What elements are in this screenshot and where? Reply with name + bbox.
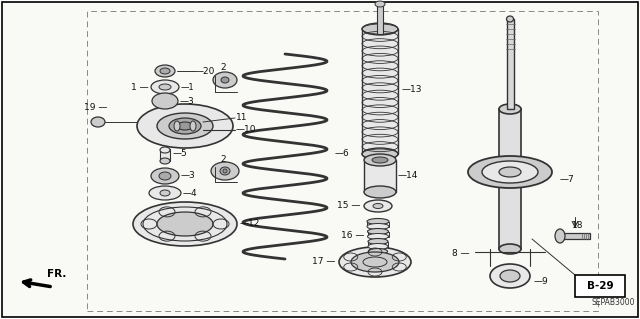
- Ellipse shape: [506, 16, 513, 22]
- Text: —12: —12: [240, 219, 260, 228]
- Ellipse shape: [152, 93, 178, 109]
- Text: —14: —14: [398, 172, 419, 181]
- Ellipse shape: [499, 167, 521, 177]
- Ellipse shape: [372, 157, 388, 163]
- Bar: [362, 29, 398, 154]
- Text: —4: —4: [183, 189, 198, 197]
- Ellipse shape: [368, 243, 388, 249]
- Text: —5: —5: [173, 150, 188, 159]
- Text: 8 —: 8 —: [452, 249, 470, 258]
- Text: 15 —: 15 —: [337, 202, 360, 211]
- Text: —10: —10: [236, 125, 257, 135]
- Text: 19 —: 19 —: [84, 103, 108, 113]
- Ellipse shape: [364, 200, 392, 212]
- Ellipse shape: [151, 168, 179, 184]
- Bar: [575, 275, 625, 297]
- Ellipse shape: [369, 258, 387, 264]
- Ellipse shape: [159, 172, 171, 180]
- Bar: [160, 149, 170, 161]
- Text: 16 —: 16 —: [340, 232, 364, 241]
- Ellipse shape: [149, 186, 181, 200]
- Ellipse shape: [220, 167, 230, 175]
- Ellipse shape: [177, 122, 193, 130]
- Ellipse shape: [157, 113, 213, 139]
- Text: FR.: FR.: [47, 269, 67, 279]
- Bar: [377, 4, 383, 34]
- Bar: [560, 233, 590, 239]
- Ellipse shape: [367, 234, 388, 240]
- Text: —20: —20: [195, 66, 216, 76]
- Text: 18: 18: [572, 220, 584, 229]
- Ellipse shape: [339, 247, 411, 277]
- Ellipse shape: [500, 270, 520, 282]
- Ellipse shape: [221, 77, 229, 83]
- Ellipse shape: [159, 84, 171, 90]
- Bar: [499, 109, 521, 249]
- Ellipse shape: [367, 219, 389, 225]
- Ellipse shape: [367, 224, 389, 229]
- Ellipse shape: [482, 161, 538, 183]
- Ellipse shape: [368, 239, 388, 244]
- Text: —6: —6: [335, 150, 349, 159]
- Text: —13: —13: [402, 85, 422, 93]
- Bar: [87, 11, 598, 311]
- Text: 11: 11: [236, 114, 248, 122]
- Text: 2: 2: [220, 63, 226, 72]
- Ellipse shape: [160, 68, 170, 74]
- Ellipse shape: [362, 23, 398, 35]
- Ellipse shape: [369, 249, 387, 255]
- Ellipse shape: [174, 121, 180, 131]
- Bar: [506, 19, 513, 109]
- Ellipse shape: [211, 162, 239, 180]
- Ellipse shape: [364, 186, 396, 198]
- Text: —7: —7: [560, 174, 575, 183]
- Bar: [369, 251, 387, 256]
- Bar: [367, 232, 388, 236]
- Bar: [368, 241, 388, 247]
- Ellipse shape: [160, 190, 170, 196]
- Ellipse shape: [364, 154, 396, 166]
- Ellipse shape: [367, 228, 388, 234]
- Ellipse shape: [351, 252, 399, 272]
- Text: —9: —9: [534, 278, 548, 286]
- Ellipse shape: [362, 148, 398, 160]
- Ellipse shape: [151, 80, 179, 94]
- Ellipse shape: [160, 147, 170, 153]
- Text: SEPAB3000: SEPAB3000: [591, 298, 635, 307]
- Ellipse shape: [369, 263, 387, 270]
- Ellipse shape: [373, 204, 383, 209]
- Text: 2: 2: [220, 155, 226, 165]
- Text: —3: —3: [181, 172, 196, 181]
- Ellipse shape: [499, 244, 521, 254]
- Text: 1 —: 1 —: [131, 83, 149, 92]
- Ellipse shape: [490, 264, 530, 288]
- Ellipse shape: [499, 104, 521, 114]
- Ellipse shape: [91, 117, 105, 127]
- Ellipse shape: [169, 118, 201, 134]
- Ellipse shape: [223, 169, 227, 173]
- Ellipse shape: [157, 212, 213, 236]
- Ellipse shape: [555, 229, 565, 243]
- Text: B-29: B-29: [587, 281, 613, 291]
- Text: —3: —3: [180, 97, 195, 106]
- Ellipse shape: [137, 104, 233, 148]
- Ellipse shape: [375, 1, 385, 7]
- Ellipse shape: [155, 65, 175, 77]
- Ellipse shape: [213, 72, 237, 88]
- Bar: [364, 160, 396, 192]
- Bar: [367, 221, 389, 226]
- Ellipse shape: [369, 254, 387, 259]
- Text: 17 —: 17 —: [312, 257, 335, 266]
- Ellipse shape: [468, 156, 552, 188]
- Ellipse shape: [133, 202, 237, 246]
- Bar: [369, 262, 387, 266]
- Ellipse shape: [160, 158, 170, 164]
- Text: —1: —1: [181, 83, 195, 92]
- Ellipse shape: [190, 121, 196, 131]
